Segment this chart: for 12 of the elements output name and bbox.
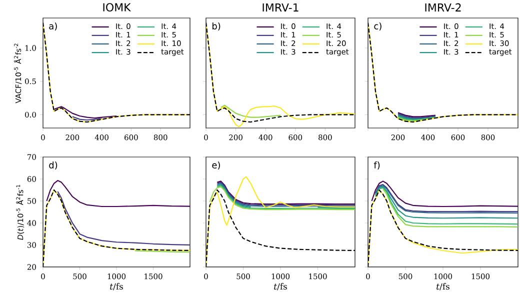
annotation: d) bbox=[49, 161, 58, 170]
chart-title: IOMK bbox=[103, 3, 132, 12]
annotation: c) bbox=[374, 22, 382, 31]
annotation: b) bbox=[212, 22, 220, 31]
x-axis-title: t/fs bbox=[274, 283, 287, 290]
annotation: f) bbox=[374, 161, 380, 170]
annotation: a) bbox=[49, 22, 57, 31]
chart-title: IMRV-1 bbox=[262, 3, 298, 12]
x-axis-title: t/fs bbox=[436, 283, 450, 290]
x-axis-title: t/fs bbox=[110, 283, 123, 290]
chart-title: IMRV-2 bbox=[425, 3, 461, 12]
annotation: e) bbox=[212, 161, 220, 170]
